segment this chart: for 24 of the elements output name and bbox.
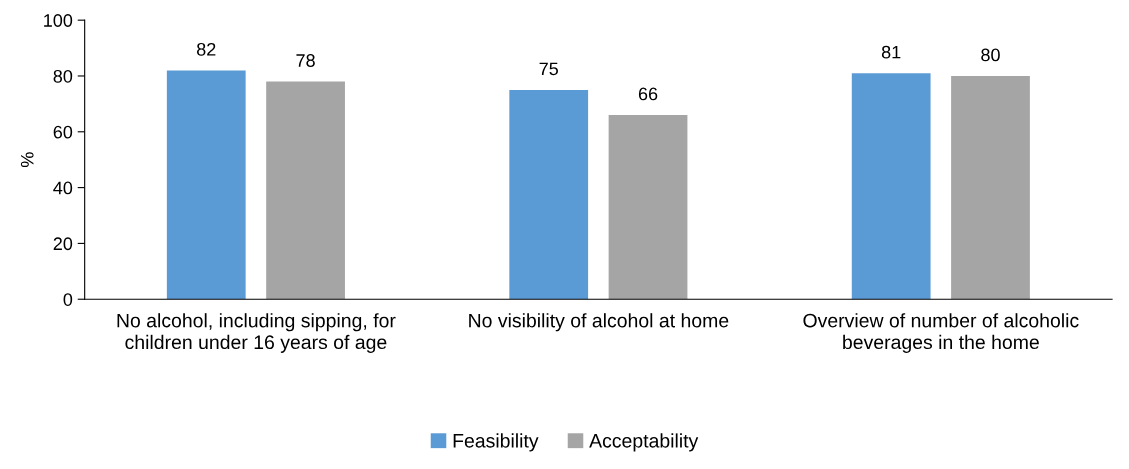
data-label: 78 xyxy=(296,54,315,67)
data-label: 66 xyxy=(638,87,658,101)
y-axis-title: % xyxy=(20,152,34,168)
x-tick-label: Overview of number of alcoholic beverages in the home xyxy=(803,313,1079,353)
legend-label: Acceptability xyxy=(589,433,699,452)
y-tick-label: 40 xyxy=(53,181,73,195)
bar xyxy=(608,115,688,300)
y-tick-label: 80 xyxy=(53,69,73,83)
data-label: 80 xyxy=(981,48,1000,62)
y-tick-label: 60 xyxy=(53,125,73,139)
bar xyxy=(266,81,345,300)
legend-label: Feasibility xyxy=(453,433,539,452)
data-label: 82 xyxy=(196,42,216,56)
data-label: 75 xyxy=(539,62,558,76)
y-tick-label: 20 xyxy=(53,237,73,251)
x-tick-label: No alcohol, including sipping, for children under 16 years of age xyxy=(117,313,396,353)
x-tick-label: No visibility of alcohol at home xyxy=(469,313,729,332)
bar xyxy=(166,70,246,300)
bar xyxy=(851,73,931,300)
y-tick-label: 0 xyxy=(63,293,73,306)
data-label: 81 xyxy=(881,45,901,59)
bar xyxy=(951,75,1030,300)
y-tick-label: 100 xyxy=(44,14,73,27)
bar xyxy=(509,89,589,300)
